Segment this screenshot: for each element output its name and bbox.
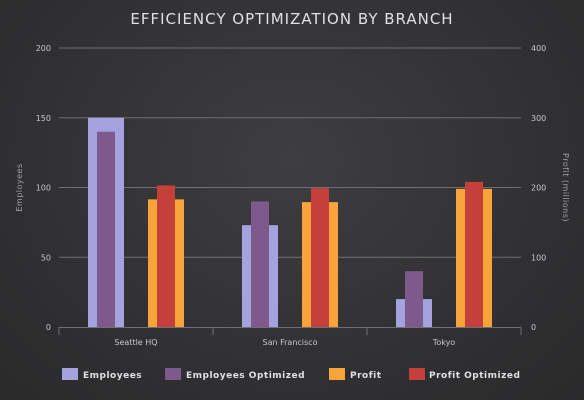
y-left-tick-label: 150 bbox=[36, 114, 51, 123]
legend-swatch bbox=[165, 368, 181, 380]
y-left-tick-label: 100 bbox=[36, 184, 51, 193]
legend-label[interactable]: Employees Optimized bbox=[186, 371, 305, 381]
y-right-tick-label: 400 bbox=[531, 44, 546, 53]
axes: 0 50 100 150 200 0 100 200 300 400 Employees Profit… bbox=[15, 44, 570, 347]
y-right-tick-label: 200 bbox=[531, 184, 546, 193]
legend-swatch bbox=[62, 368, 78, 380]
bar-employees-optimized[interactable] bbox=[405, 271, 423, 327]
bar-profit-optimized[interactable] bbox=[311, 188, 329, 327]
y-left-tick-label: 0 bbox=[46, 323, 51, 332]
y-left-tick-label: 200 bbox=[36, 44, 51, 53]
bar-profit-optimized[interactable] bbox=[157, 185, 175, 327]
bar-profit-optimized[interactable] bbox=[465, 181, 483, 327]
y-right-tick-label: 0 bbox=[531, 323, 536, 332]
legend-label[interactable]: Profit Optimized bbox=[429, 371, 520, 381]
y-right-axis-title: Profit (millions) bbox=[561, 153, 570, 222]
bar-employees-optimized[interactable] bbox=[251, 201, 269, 327]
y-left-axis-title: Employees bbox=[15, 163, 24, 211]
x-tick-label: San Francisco bbox=[263, 338, 318, 347]
legend-swatch bbox=[329, 368, 345, 380]
y-left-tick-label: 50 bbox=[41, 253, 51, 262]
x-tick-label: Tokyo bbox=[432, 338, 456, 347]
legend-swatch bbox=[409, 368, 425, 380]
y-right-tick-label: 300 bbox=[531, 114, 546, 123]
grid-lines bbox=[59, 47, 521, 258]
x-tick-label: Seattle HQ bbox=[114, 338, 157, 347]
bar-employees-optimized[interactable] bbox=[97, 131, 115, 327]
legend: Employees Employees Optimized Profit Profit… bbox=[62, 368, 520, 381]
y-right-tick-label: 100 bbox=[531, 253, 546, 262]
bars bbox=[88, 117, 492, 327]
chart-title: EFFICIENCY OPTIMIZATION BY BRANCH bbox=[130, 10, 453, 28]
legend-label[interactable]: Profit bbox=[350, 371, 382, 381]
legend-label[interactable]: Employees bbox=[83, 371, 142, 381]
